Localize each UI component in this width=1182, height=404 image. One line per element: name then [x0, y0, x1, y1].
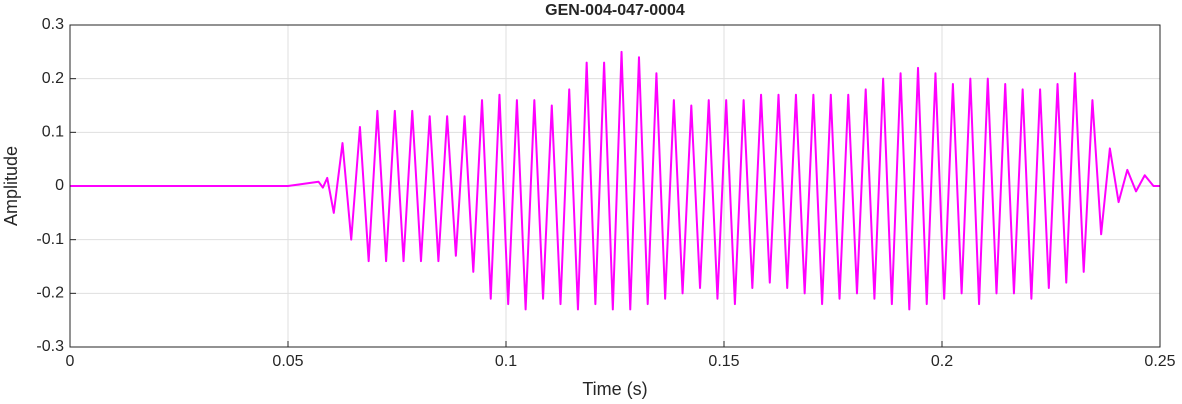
x-axis-label: Time (s) — [582, 379, 647, 399]
chart-title: GEN-004-047-0004 — [545, 2, 685, 19]
plot-frame — [69, 24, 1161, 348]
x-tick-label: 0.2 — [931, 353, 953, 370]
y-tick-label: 0.2 — [42, 70, 64, 87]
y-tick-label: 0 — [55, 177, 64, 194]
x-tick-label: 0 — [66, 353, 75, 370]
y-tick-label: -0.3 — [36, 338, 64, 355]
x-tick-label: 0.1 — [495, 353, 517, 370]
x-tick-label: 0.05 — [272, 353, 303, 370]
y-tick-label: 0.3 — [42, 16, 64, 33]
y-axis-label: Amplitude — [1, 146, 21, 226]
y-tick-label: -0.1 — [36, 231, 64, 248]
y-tick-label: 0.1 — [42, 124, 64, 141]
line-series — [70, 50, 1160, 311]
y-tick-label: -0.2 — [36, 285, 64, 302]
x-tick-label: 0.25 — [1144, 353, 1175, 370]
x-tick-label: 0.15 — [708, 353, 739, 370]
